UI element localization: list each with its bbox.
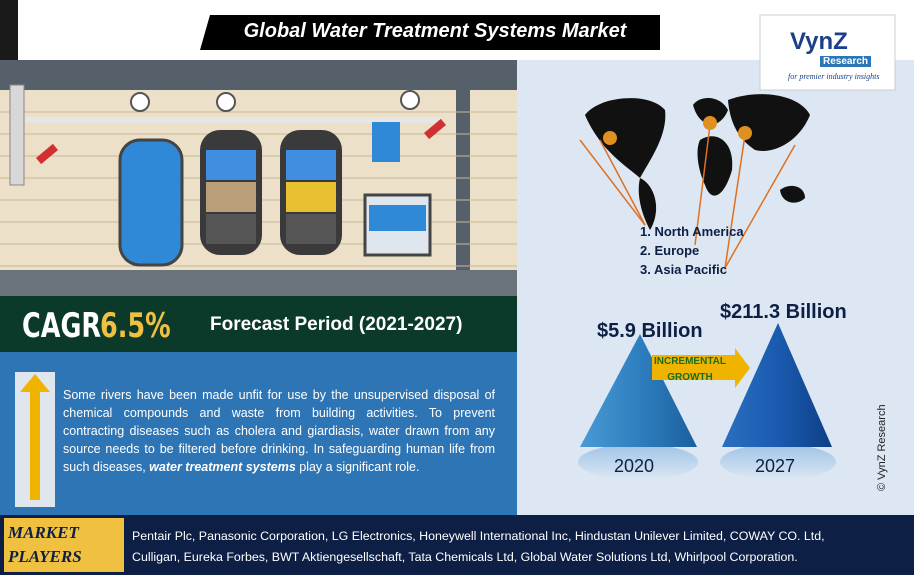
region: 1. North America [640,224,744,239]
start-value: $5.9 Billion [597,320,703,342]
end-year: 2027 [755,456,796,476]
players-line: Pentair Plc, Panasonic Corporation, LG E… [132,529,825,543]
logo-name: VynZ [790,28,848,55]
logo-tagline: for premier industry insights [788,72,880,81]
description: Some rivers have been made unfit for use… [63,386,495,476]
forecast-period: Forecast Period (2021-2027) [210,314,463,335]
region: 2. Europe [640,243,700,258]
title: Global Water Treatment Systems Market [243,20,627,42]
region: 3. Asia Pacific [640,262,727,277]
logo-sub: Research [820,56,872,67]
cagr-value: 6.5% [100,306,171,346]
region-list: 1. North America 2. Europe 3. Asia Pacif… [640,222,744,279]
description-emphasis: water treatment systems [149,460,296,474]
description-tail: play a significant role. [295,460,420,474]
growth-label: INCREMENTAL GROWTH [653,356,727,383]
end-value: $211.3 Billion [720,301,847,323]
description-text: Some rivers have been made unfit for use… [63,388,495,474]
players-label: MARKET PLAYERS [8,523,82,566]
start-year: 2020 [614,456,655,476]
copyright: © VynZ Research [876,404,888,491]
players-list: Pentair Plc, Panasonic Corporation, LG E… [132,526,825,568]
cagr-label: CAGR [22,306,102,346]
players-line: Culligan, Eureka Forbes, BWT Aktiengesel… [132,550,798,564]
